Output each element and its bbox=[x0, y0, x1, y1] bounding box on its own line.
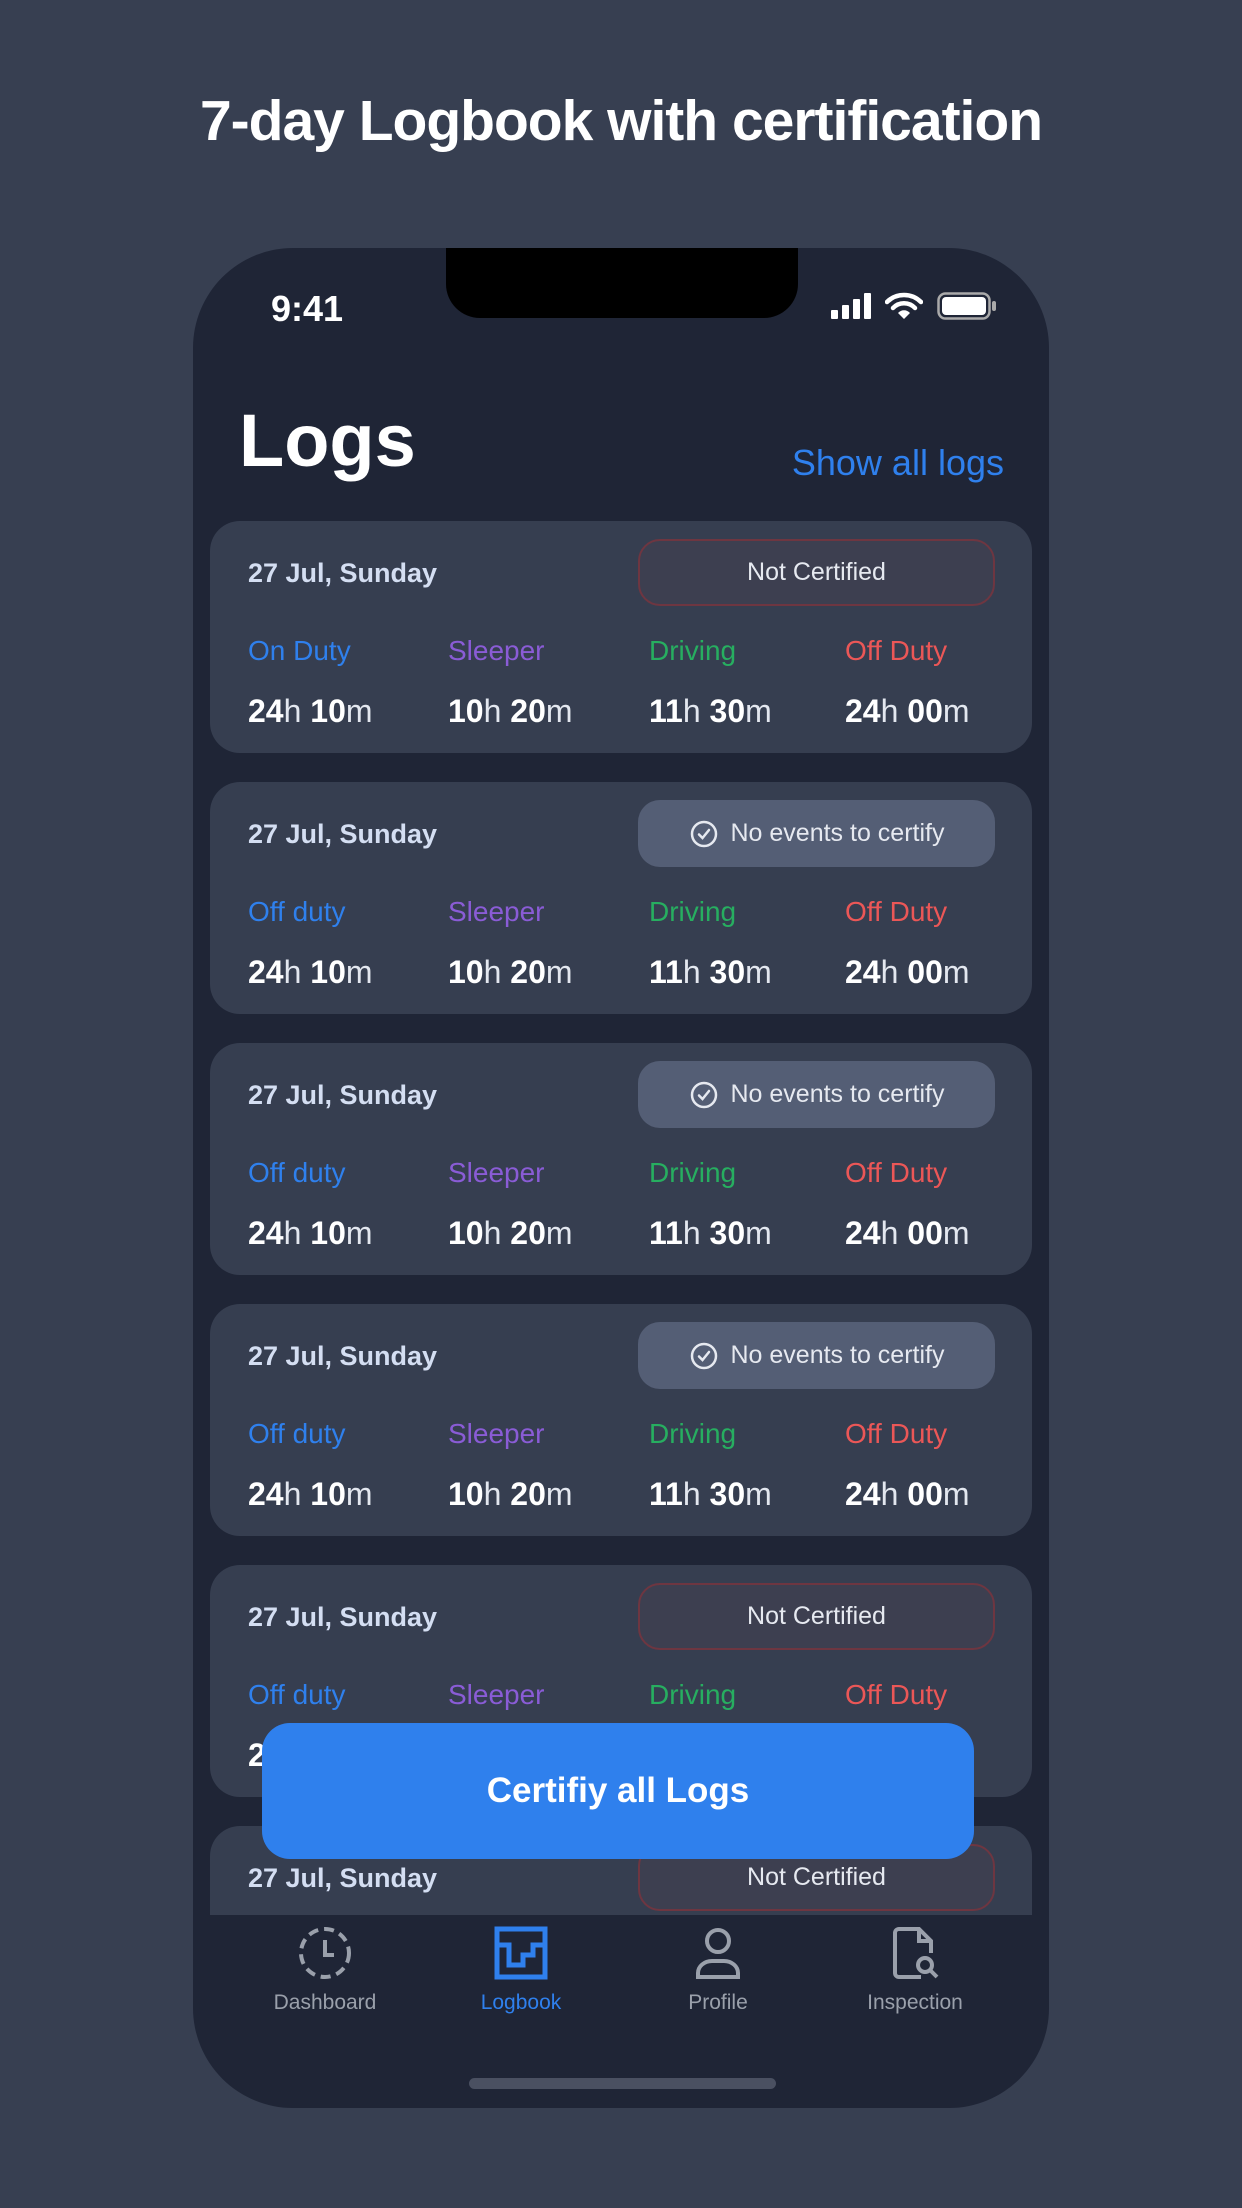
status-badge: No events to certify bbox=[638, 1061, 995, 1128]
log-date: 27 Jul, Sunday bbox=[248, 1602, 438, 1632]
status-badge[interactable]: Not Certified bbox=[638, 539, 995, 606]
duty-label: Driving bbox=[649, 1679, 737, 1710]
duty-label: Driving bbox=[649, 1418, 737, 1449]
battery-icon bbox=[937, 292, 996, 320]
user-icon bbox=[696, 1928, 740, 1979]
duty-label: Off Duty bbox=[845, 1418, 948, 1449]
phone-frame: 9:41 Logs Show all logs 27 Jul, Sunday No… bbox=[193, 248, 1049, 2108]
duty-label: Sleeper bbox=[448, 896, 545, 927]
status-badge[interactable]: Not Certified bbox=[638, 1583, 995, 1650]
certify-all-logs-button[interactable]: Certifiy all Logs bbox=[262, 1723, 974, 1859]
nav-label: Profile bbox=[688, 1991, 748, 2014]
page-title: Logs bbox=[239, 399, 416, 482]
status-badge: No events to certify bbox=[638, 1322, 995, 1389]
duty-label: Off duty bbox=[248, 1157, 346, 1188]
duty-label: Off duty bbox=[248, 896, 346, 927]
nav-label: Inspection bbox=[867, 1991, 963, 2014]
duty-duration: 11h 30m bbox=[649, 1215, 772, 1251]
duty-label: Off Duty bbox=[845, 635, 948, 666]
duty-label: Off Duty bbox=[845, 1157, 948, 1188]
show-all-logs-link[interactable]: Show all logs bbox=[791, 442, 1004, 483]
document-search-icon bbox=[893, 1927, 939, 1979]
log-date: 27 Jul, Sunday bbox=[248, 558, 438, 588]
duty-label: Sleeper bbox=[448, 1418, 545, 1449]
log-card[interactable]: 27 Jul, Sunday No events to certify Off du… bbox=[210, 1043, 1032, 1275]
nav-item-inspection[interactable]: Inspection bbox=[825, 1925, 1005, 2015]
duty-duration: 11h 30m bbox=[649, 693, 772, 729]
duty-duration: 10h 20m bbox=[448, 954, 573, 990]
duty-label: Off duty bbox=[248, 1418, 346, 1449]
nav-item-dashboard[interactable]: Dashboard bbox=[235, 1925, 415, 2015]
status-badge: No events to certify bbox=[638, 800, 995, 867]
nav-label: Logbook bbox=[480, 1991, 562, 2014]
signal-icon bbox=[831, 293, 871, 319]
duty-duration: 11h 30m bbox=[649, 954, 772, 990]
log-date: 27 Jul, Sunday bbox=[248, 819, 438, 849]
duty-duration: 24h 00m bbox=[845, 1476, 970, 1512]
duty-label: Off duty bbox=[248, 1679, 346, 1710]
status-text: No events to certify bbox=[730, 1080, 945, 1108]
duty-duration: 10h 20m bbox=[448, 693, 573, 729]
duty-label: Sleeper bbox=[448, 1157, 545, 1188]
log-list[interactable]: 27 Jul, Sunday Not Certified On Duty 24h 10… bbox=[210, 521, 1032, 1915]
log-card[interactable]: 27 Jul, Sunday No events to certify Off du… bbox=[210, 782, 1032, 1014]
log-date: 27 Jul, Sunday bbox=[248, 1863, 438, 1893]
bottom-nav: Dashboard Logbook Profile Inspection bbox=[193, 1915, 1049, 2075]
duty-duration: 24h 00m bbox=[845, 1215, 970, 1251]
status-icons bbox=[831, 292, 997, 320]
duty-label: Driving bbox=[649, 635, 737, 666]
duty-duration: 10h 20m bbox=[448, 1215, 573, 1251]
nav-item-profile[interactable]: Profile bbox=[628, 1925, 808, 2015]
duty-duration: 24h 10m bbox=[248, 954, 373, 990]
duty-label: Off Duty bbox=[845, 896, 948, 927]
duty-label: Sleeper bbox=[448, 1679, 545, 1710]
log-card[interactable]: 27 Jul, Sunday Not Certified On Duty 24h 10… bbox=[210, 521, 1032, 753]
log-card[interactable]: 27 Jul, Sunday No events to certify Off du… bbox=[210, 1304, 1032, 1536]
status-time: 9:41 bbox=[271, 288, 344, 329]
check-circle-icon bbox=[690, 1081, 717, 1108]
duty-label: Off Duty bbox=[845, 1679, 948, 1710]
duty-label: On Duty bbox=[248, 635, 351, 666]
check-circle-icon bbox=[690, 1342, 717, 1369]
status-text: No events to certify bbox=[730, 819, 945, 847]
status-text: Not Certified bbox=[747, 1863, 886, 1891]
duty-duration: 10h 20m bbox=[448, 1476, 573, 1512]
duty-duration: 11h 30m bbox=[649, 1476, 772, 1512]
log-date: 27 Jul, Sunday bbox=[248, 1341, 438, 1371]
wifi-icon bbox=[885, 292, 923, 319]
status-text: No events to certify bbox=[730, 1341, 945, 1369]
nav-item-logbook[interactable]: Logbook bbox=[431, 1925, 611, 2015]
duty-label: Driving bbox=[649, 1157, 737, 1188]
duty-duration: 24h 10m bbox=[248, 1215, 373, 1251]
status-text: Not Certified bbox=[747, 1602, 886, 1630]
duty-label: Sleeper bbox=[448, 635, 545, 666]
duty-duration: 24h 00m bbox=[845, 954, 970, 990]
nav-label: Dashboard bbox=[273, 1991, 377, 2014]
status-text: Not Certified bbox=[747, 558, 886, 586]
duty-label: Driving bbox=[649, 896, 737, 927]
notch bbox=[446, 248, 798, 318]
log-date: 27 Jul, Sunday bbox=[248, 1080, 438, 1110]
home-indicator[interactable] bbox=[469, 2078, 776, 2089]
logbook-icon bbox=[494, 1926, 548, 1980]
clock-icon bbox=[299, 1927, 351, 1979]
duty-duration: 24h 00m bbox=[845, 693, 970, 729]
duty-duration: 24h 10m bbox=[248, 1476, 373, 1512]
check-circle-icon bbox=[690, 820, 717, 847]
duty-duration: 24h 10m bbox=[248, 693, 373, 729]
page-headline: 7-day Logbook with certification bbox=[199, 89, 1043, 153]
